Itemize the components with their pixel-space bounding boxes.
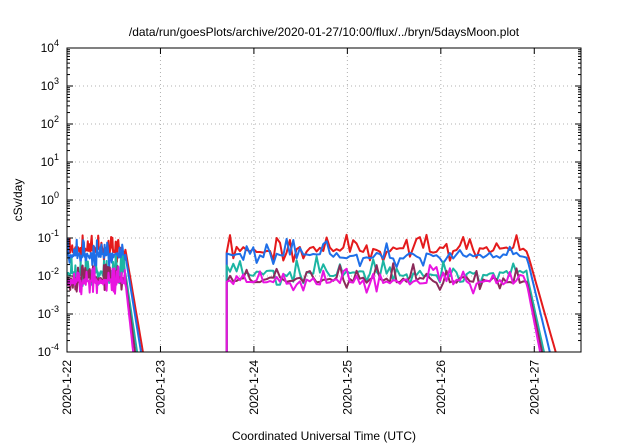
series-line (67, 237, 142, 352)
y-axis: 10-4 10-3 10-2 10-1 100 101 102 103 104 (38, 38, 581, 359)
x-tick-label: 2020-1-25 (340, 360, 354, 415)
y-tick-label: 10-3 (38, 304, 59, 321)
y-tick-label: 10-2 (38, 266, 59, 283)
series-lines (67, 233, 557, 352)
x-tick-label: 2020-1-23 (153, 360, 167, 415)
series-line (67, 265, 135, 352)
series-line (225, 233, 557, 352)
series-line (225, 237, 551, 352)
series-line (225, 255, 545, 352)
y-tick-label: 104 (41, 38, 59, 55)
x-tick-label: 2020-1-24 (247, 360, 261, 415)
y-axis-label: cSv/day (11, 179, 25, 222)
x-axis-label: Coordinated Universal Time (UTC) (232, 429, 416, 443)
x-tick-label: 2020-1-26 (434, 360, 448, 415)
y-tick-label: 100 (41, 190, 59, 207)
y-tick-label: 102 (41, 114, 59, 131)
series-line (225, 262, 544, 352)
x-axis: 2020-1-22 2020-1-23 2020-1-24 2020-1-25 2020… (60, 48, 541, 415)
y-tick-label: 103 (41, 76, 59, 93)
series-line (225, 264, 542, 352)
x-tick-label: 2020-1-27 (527, 360, 541, 415)
y-tick-label: 101 (41, 152, 59, 169)
y-tick-label: 10-1 (38, 228, 59, 245)
x-tick-label: 2020-1-22 (60, 360, 74, 415)
y-tick-label: 10-4 (38, 342, 59, 359)
grid-lines (67, 48, 581, 352)
chart-title: /data/run/goesPlots/archive/2020-01-27/1… (129, 25, 520, 39)
